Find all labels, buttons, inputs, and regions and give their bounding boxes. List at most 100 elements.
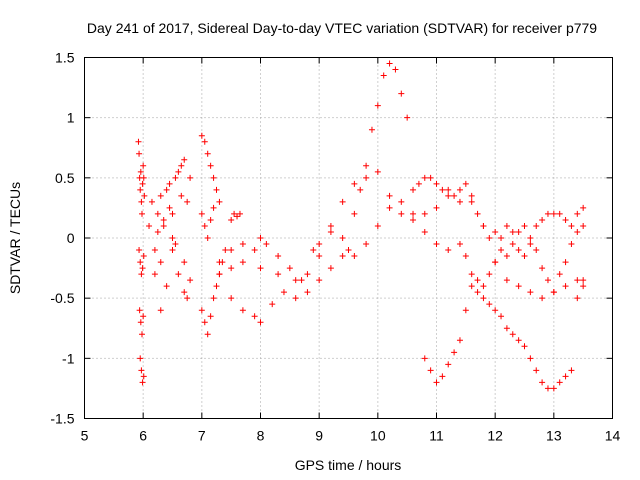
data-point [136,150,143,157]
data-point [503,253,510,260]
data-point [492,228,499,235]
data-point [160,216,167,223]
data-point [210,204,217,211]
data-point [166,204,173,211]
data-point [433,204,440,211]
data-point [415,180,422,187]
data-point [492,259,499,266]
data-point [580,204,587,211]
data-point [228,265,235,272]
data-point [421,228,428,235]
data-point [154,228,161,235]
data-point [140,162,147,169]
data-point [410,186,417,193]
data-point [544,277,551,284]
data-point [140,174,147,181]
data-point [138,210,145,217]
data-point [216,198,223,205]
data-point [492,307,499,314]
data-point [550,385,557,392]
data-point [574,295,581,302]
data-point [410,210,417,217]
data-point [228,247,235,254]
data-point [175,271,182,278]
data-point [169,247,176,254]
data-point [456,241,463,248]
data-point [275,271,282,278]
data-point [139,379,146,386]
data-point [316,277,323,284]
data-point [213,283,220,290]
data-point [580,277,587,284]
data-point [137,319,144,326]
data-point [533,222,540,229]
data-point [166,180,173,187]
data-point [568,241,575,248]
y-tick-label: -1.5 [50,411,74,427]
data-point [201,319,208,326]
data-point [509,241,516,248]
data-point [198,132,205,139]
data-point [207,216,214,223]
data-point [509,228,516,235]
data-point [187,277,194,284]
x-axis-label: GPS time / hours [295,457,402,473]
data-point [216,271,223,278]
series-curve-rising [421,222,587,386]
data-point [201,138,208,145]
data-point [474,210,481,217]
data-point [141,192,148,199]
y-axis-label: SDTVAR / TECUs [7,182,23,294]
data-point [239,241,246,248]
data-point [213,186,220,193]
data-point [137,168,144,175]
data-point [568,222,575,229]
data-point [509,331,516,338]
data-point [137,186,144,193]
data-point [480,283,487,290]
data-point [468,198,475,205]
y-tick-label: 0 [67,230,75,246]
data-point [515,283,522,290]
data-point [327,265,334,272]
data-point [151,247,158,254]
data-point [562,283,569,290]
data-point [480,222,487,229]
x-tick-label: 12 [487,428,503,444]
data-point [404,114,411,121]
data-point [386,204,393,211]
data-point [138,271,145,278]
data-point [539,216,546,223]
data-point [580,283,587,290]
x-tick-label: 14 [605,428,621,444]
data-point [486,235,493,241]
data-point [380,72,387,79]
x-tick-label: 11 [429,428,444,444]
data-point [228,295,235,302]
data-point [138,367,145,374]
data-point [316,241,323,248]
data-point [421,355,428,362]
data-point [163,283,170,290]
data-point [239,259,246,266]
data-point [433,241,440,248]
y-tick-label: 1.5 [55,50,75,66]
data-point [136,307,143,314]
data-point [562,216,569,223]
data-point [351,210,358,217]
data-point [574,210,581,217]
data-point [374,222,381,229]
data-point [157,307,164,314]
data-point [184,198,191,205]
data-point [527,289,534,296]
data-point [462,253,469,260]
data-point [503,222,510,229]
series-cluster-7h [198,132,243,338]
data-point [251,247,258,254]
data-point [480,295,487,302]
data-point [433,180,440,187]
data-point [451,192,458,199]
data-point [339,198,346,205]
data-point [386,60,393,67]
data-point [392,66,399,73]
